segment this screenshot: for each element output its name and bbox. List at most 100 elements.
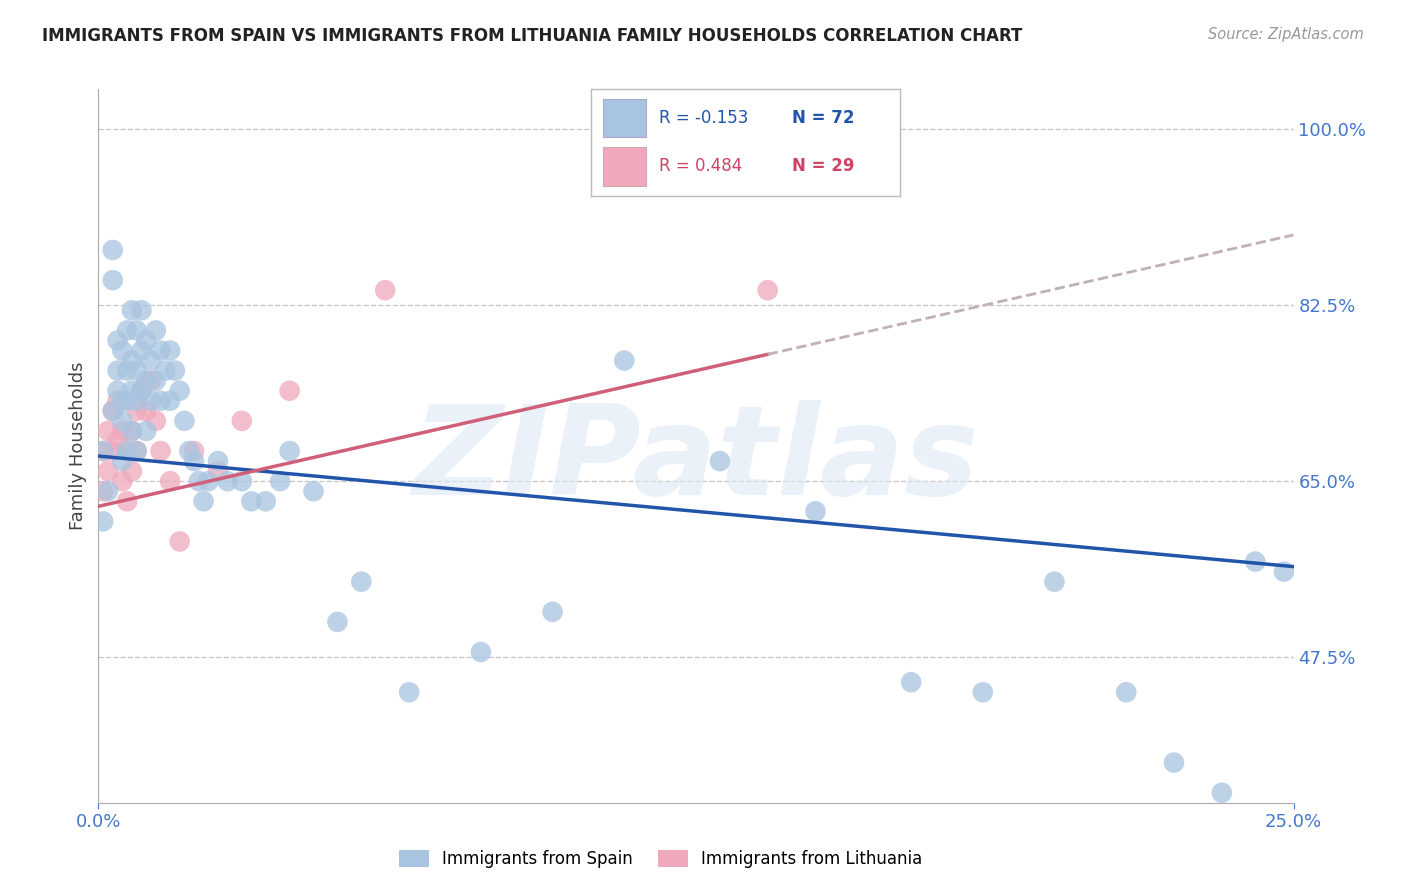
Point (135, 374, 157, 388)
Point (173, 414, 195, 428)
Point (111, 343, 134, 358)
Point (97, 484, 120, 499)
Point (139, 393, 162, 408)
Point (163, 363, 186, 377)
Point (131, 303, 153, 318)
Point (115, 444, 138, 458)
Point (135, 424, 157, 438)
Point (91, 444, 114, 458)
Point (125, 444, 148, 458)
Point (91, 444, 114, 458)
Point (115, 444, 138, 458)
Point (302, 484, 325, 499)
Point (1211, 786, 1233, 800)
Point (107, 393, 129, 408)
Point (149, 444, 172, 458)
Point (756, 283, 779, 297)
Point (613, 353, 636, 368)
Y-axis label: Family Households: Family Households (69, 362, 87, 530)
Point (269, 474, 291, 488)
Point (149, 343, 172, 358)
Point (217, 474, 239, 488)
Point (470, 645, 492, 659)
Point (398, 685, 420, 699)
Point (541, 605, 564, 619)
Point (107, 334, 129, 348)
Point (139, 374, 162, 388)
FancyBboxPatch shape (603, 147, 647, 186)
Point (159, 474, 181, 488)
Point (111, 414, 134, 428)
Point (240, 494, 263, 508)
Point (207, 454, 229, 468)
Point (107, 363, 129, 377)
Point (278, 444, 301, 458)
Point (111, 474, 134, 488)
Point (115, 393, 138, 408)
Point (121, 424, 143, 438)
FancyBboxPatch shape (603, 99, 647, 137)
Point (101, 444, 124, 458)
Point (101, 243, 124, 257)
Point (111, 424, 134, 438)
Point (155, 363, 177, 377)
Point (193, 494, 215, 508)
Point (183, 444, 205, 458)
Point (101, 273, 124, 287)
Point (207, 464, 229, 478)
Point (101, 404, 124, 418)
Point (97, 464, 120, 478)
Point (149, 393, 172, 408)
Point (231, 474, 253, 488)
Text: R = 0.484: R = 0.484 (658, 157, 742, 175)
Point (131, 384, 153, 398)
Point (115, 323, 138, 337)
Point (121, 303, 143, 318)
Text: ZIPatlas: ZIPatlas (413, 400, 979, 521)
Point (91, 515, 114, 529)
Point (115, 363, 138, 377)
Point (125, 404, 148, 418)
Point (115, 494, 138, 508)
Point (326, 615, 349, 629)
Point (900, 675, 922, 690)
Text: IMMIGRANTS FROM SPAIN VS IMMIGRANTS FROM LITHUANIA FAMILY HOUSEHOLDS CORRELATION: IMMIGRANTS FROM SPAIN VS IMMIGRANTS FROM… (42, 27, 1022, 45)
Point (1163, 756, 1185, 770)
Text: Source: ZipAtlas.com: Source: ZipAtlas.com (1208, 27, 1364, 42)
Text: N = 72: N = 72 (792, 109, 853, 127)
Point (107, 384, 129, 398)
Point (350, 574, 373, 589)
Text: R = -0.153: R = -0.153 (658, 109, 748, 127)
Point (1043, 574, 1066, 589)
Point (125, 393, 148, 408)
Point (91, 484, 114, 499)
Point (145, 374, 167, 388)
Point (121, 384, 143, 398)
Point (278, 384, 301, 398)
Text: N = 29: N = 29 (792, 157, 853, 175)
Point (1244, 555, 1267, 569)
Point (169, 384, 191, 398)
Point (135, 404, 157, 418)
Point (159, 393, 181, 408)
Point (121, 424, 143, 438)
Point (804, 504, 827, 518)
Point (159, 343, 181, 358)
Point (131, 343, 153, 358)
Point (101, 404, 124, 418)
Point (183, 454, 205, 468)
Point (135, 334, 157, 348)
Point (374, 283, 396, 297)
Point (139, 353, 162, 368)
Point (231, 414, 253, 428)
Point (1115, 685, 1137, 699)
Point (111, 454, 134, 468)
Point (125, 363, 148, 377)
Point (187, 474, 209, 488)
Point (107, 434, 129, 448)
Point (709, 454, 731, 468)
Point (125, 323, 148, 337)
Point (111, 393, 134, 408)
Legend: Immigrants from Spain, Immigrants from Lithuania: Immigrants from Spain, Immigrants from L… (392, 843, 929, 875)
Point (125, 444, 148, 458)
